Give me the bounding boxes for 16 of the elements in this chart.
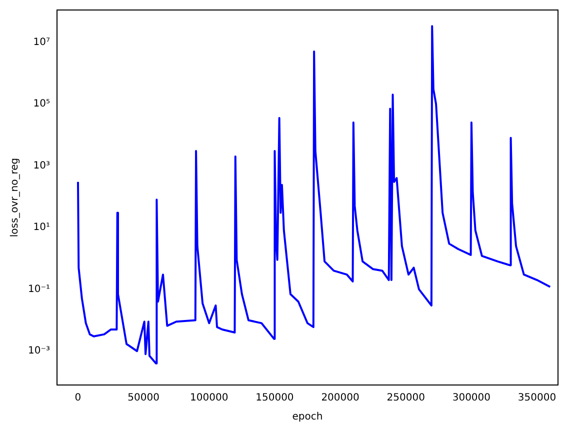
y-tick-label: 10⁻³ [28, 346, 50, 357]
x-tick-label: 150000 [256, 392, 294, 404]
x-tick-label: 300000 [452, 392, 491, 404]
y-tick-label: 10⁻¹ [28, 284, 50, 295]
y-tick-label: 10³ [33, 160, 50, 172]
x-tick-label: 350000 [518, 392, 556, 404]
y-tick-label: 10¹ [33, 222, 50, 234]
y-tick-label: 10⁷ [33, 36, 50, 48]
x-tick-label: 100000 [190, 392, 228, 404]
x-axis-title: epoch [292, 412, 323, 423]
y-tick-label: 10⁵ [33, 98, 50, 110]
y-axis-title: loss_ovr_no_reg [10, 158, 21, 238]
x-tick-label: 50000 [128, 392, 160, 404]
x-tick-label: 250000 [386, 392, 425, 404]
x-tick-label: 200000 [321, 392, 360, 404]
x-tick-label: 0 [74, 392, 82, 404]
